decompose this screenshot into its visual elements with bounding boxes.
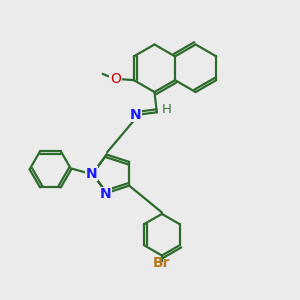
Text: N: N xyxy=(99,188,111,202)
Text: O: O xyxy=(110,72,121,86)
Text: H: H xyxy=(161,103,171,116)
Text: Br: Br xyxy=(153,256,171,270)
Text: N: N xyxy=(130,108,141,122)
Text: N: N xyxy=(85,167,97,181)
